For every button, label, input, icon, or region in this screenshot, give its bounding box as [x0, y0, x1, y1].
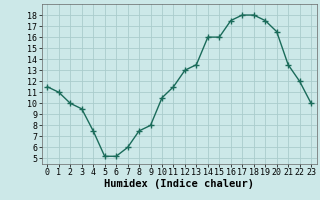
X-axis label: Humidex (Indice chaleur): Humidex (Indice chaleur) [104, 179, 254, 189]
